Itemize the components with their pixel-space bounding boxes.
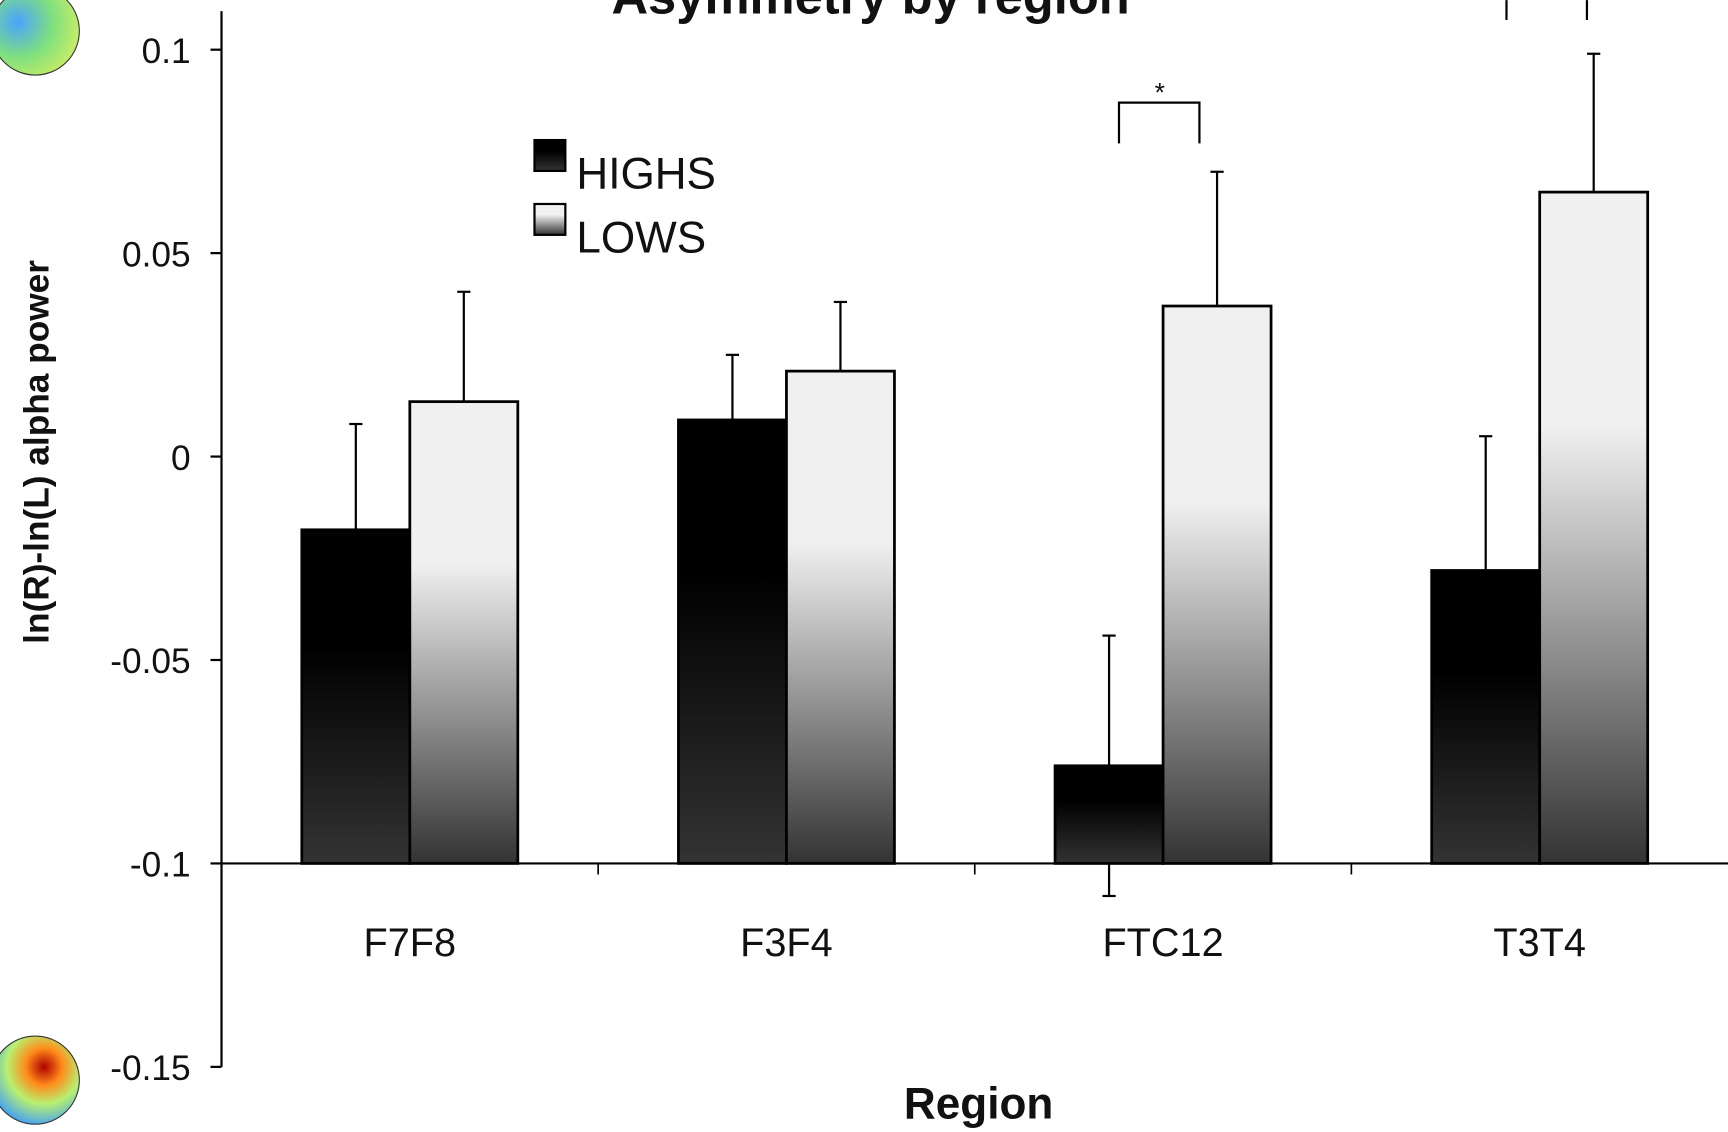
significance-bracket xyxy=(1117,101,1201,144)
bar xyxy=(785,369,896,865)
x-tick-label: F7F8 xyxy=(364,921,457,965)
x-tick-label: F3F4 xyxy=(740,921,833,965)
legend-swatch xyxy=(533,138,567,173)
bar xyxy=(408,400,520,865)
bar xyxy=(1538,190,1650,865)
x-tick-label: FTC12 xyxy=(1102,921,1223,965)
chart-title: Asymmetry by region xyxy=(611,0,1129,24)
head-map xyxy=(0,0,80,76)
bar xyxy=(1161,304,1273,865)
legend-label: LOWS xyxy=(576,213,706,262)
bar xyxy=(677,418,788,865)
bar xyxy=(300,528,412,865)
y-tick-label: 0 xyxy=(171,439,191,478)
bar xyxy=(1053,764,1165,865)
head-map xyxy=(0,1035,80,1125)
significance-label: * xyxy=(1155,77,1165,107)
y-tick-label: 0.1 xyxy=(142,32,191,71)
bar xyxy=(1430,569,1542,865)
x-tick-label: T3T4 xyxy=(1493,921,1586,965)
legend-label: HIGHS xyxy=(576,150,716,199)
y-tick-label: -0.05 xyxy=(110,642,190,681)
y-tick-label: -0.1 xyxy=(130,846,191,885)
y-axis-label: ln(R)-ln(L) alpha power xyxy=(17,260,56,644)
y-tick-label: -0.15 xyxy=(110,1049,190,1088)
y-tick-label: 0.05 xyxy=(122,235,191,274)
x-axis-label: Region xyxy=(904,1080,1053,1129)
legend-swatch xyxy=(533,202,567,236)
